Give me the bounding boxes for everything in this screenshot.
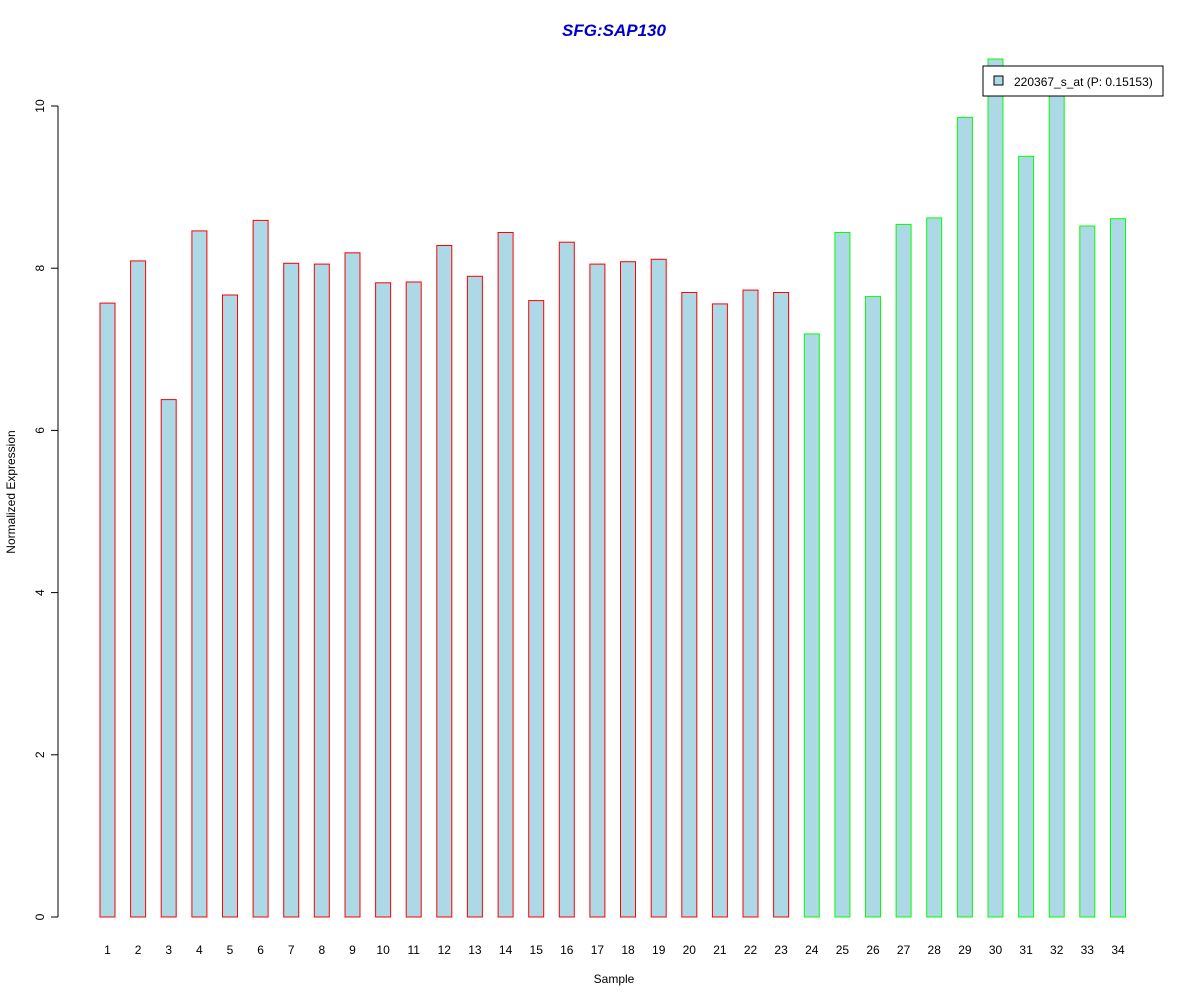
- y-tick-label: 0: [33, 913, 47, 920]
- bars-group: [99, 58, 1126, 918]
- x-tick-label: 32: [1050, 943, 1064, 957]
- bar-32: [1048, 85, 1065, 918]
- bar-5: [222, 294, 238, 918]
- bar-6: [252, 219, 269, 918]
- bar-11: [405, 281, 422, 918]
- x-tick-label: 29: [958, 943, 972, 957]
- x-tick-label: 27: [897, 943, 911, 957]
- x-tick-label: 18: [621, 943, 635, 957]
- bar-26: [865, 296, 881, 918]
- x-tick-label: 22: [744, 943, 758, 957]
- bar-21: [711, 303, 728, 918]
- x-tick-labels: 1 2 3 4 5 6 7 8 9 10 11 12 13 14 15 16 17 18 19 20 21 22 23 24 2…: [104, 943, 1125, 957]
- bar-31: [1018, 155, 1035, 918]
- x-tick-label: 9: [349, 943, 356, 957]
- x-tick-label: 8: [318, 943, 325, 957]
- x-tick-label: 33: [1081, 943, 1095, 957]
- x-axis-label: Sample: [594, 972, 635, 986]
- bar-17: [589, 263, 606, 918]
- y-tick-label: 8: [33, 265, 47, 272]
- legend: 220367_s_at (P: 0.15153): [982, 65, 1164, 97]
- bar-7: [283, 262, 300, 918]
- x-tick-label: 24: [805, 943, 819, 957]
- bar-29: [956, 116, 973, 918]
- x-tick-label: 13: [468, 943, 482, 957]
- x-tick-label: 16: [560, 943, 574, 957]
- bar-22: [742, 289, 759, 918]
- bar-4: [191, 230, 208, 918]
- x-tick-label: 34: [1111, 943, 1125, 957]
- bar-28: [926, 217, 943, 918]
- y-axis-label: Normalized Expression: [4, 430, 18, 553]
- x-tick-label: 2: [135, 943, 142, 957]
- y-tick-label: 6: [33, 427, 47, 434]
- x-tick-label: 10: [376, 943, 390, 957]
- x-tick-label: 3: [165, 943, 172, 957]
- x-tick-label: 6: [257, 943, 264, 957]
- bar-3: [160, 399, 177, 918]
- bar-30: [987, 58, 1004, 918]
- y-tick-label: 2: [33, 751, 47, 758]
- bar-33: [1079, 225, 1096, 918]
- bar-13: [466, 275, 483, 918]
- x-tick-label: 23: [774, 943, 788, 957]
- chart-title: SFG:SAP130: [562, 21, 666, 40]
- y-axis: 0 2 4 6 8 10: [33, 99, 59, 920]
- bar-23: [773, 292, 790, 918]
- bar-19: [650, 258, 667, 918]
- x-tick-label: 1: [104, 943, 111, 957]
- y-tick-label: 10: [33, 99, 47, 113]
- bar-10: [375, 282, 392, 918]
- bar-14: [497, 232, 514, 918]
- bar-34: [1110, 218, 1126, 918]
- bar-18: [620, 261, 636, 918]
- bar-20: [681, 292, 698, 918]
- legend-box: [982, 65, 1164, 97]
- x-tick-label: 5: [227, 943, 234, 957]
- bar-15: [528, 300, 545, 918]
- x-tick-label: 30: [989, 943, 1003, 957]
- x-tick-label: 14: [499, 943, 513, 957]
- bar-27: [895, 223, 912, 918]
- x-tick-label: 20: [683, 943, 697, 957]
- x-tick-label: 4: [196, 943, 203, 957]
- bar-24: [803, 333, 820, 918]
- bar-8: [313, 263, 330, 918]
- x-tick-label: 15: [530, 943, 544, 957]
- x-tick-label: 28: [928, 943, 942, 957]
- x-tick-label: 7: [288, 943, 295, 957]
- legend-label: 220367_s_at (P: 0.15153): [1014, 75, 1153, 89]
- bar-2: [130, 260, 147, 918]
- bar-9: [344, 252, 361, 918]
- x-tick-label: 17: [591, 943, 605, 957]
- y-tick-label: 4: [33, 589, 47, 596]
- bar-1: [99, 302, 116, 918]
- x-tick-label: 31: [1019, 943, 1033, 957]
- legend-swatch: [993, 75, 1004, 86]
- bar-25: [834, 232, 851, 918]
- x-tick-label: 19: [652, 943, 666, 957]
- bar-16: [558, 241, 575, 918]
- x-tick-label: 11: [407, 943, 420, 957]
- bar-12: [436, 245, 453, 918]
- x-tick-label: 26: [866, 943, 880, 957]
- x-tick-label: 12: [438, 943, 452, 957]
- x-tick-label: 25: [836, 943, 850, 957]
- x-tick-label: 21: [713, 943, 727, 957]
